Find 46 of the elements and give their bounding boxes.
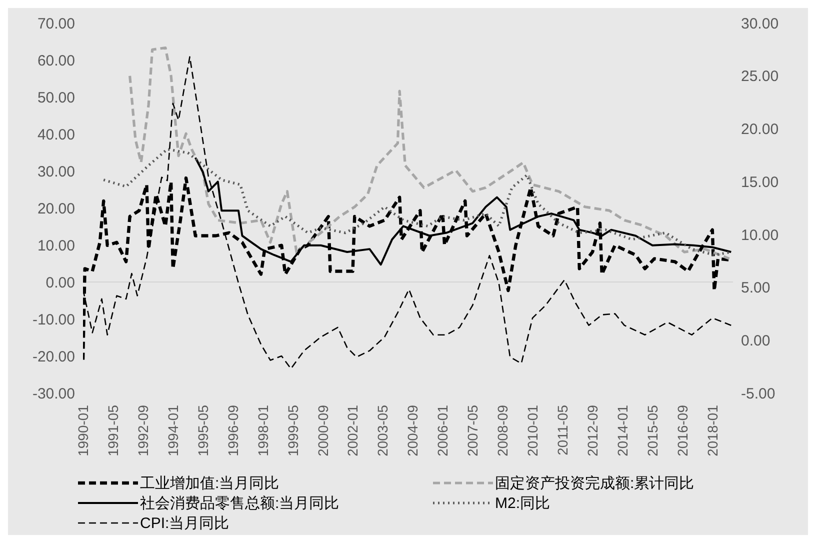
- legend-label: M2:同比: [495, 494, 550, 512]
- y2-tick-label: 0.00: [741, 332, 770, 350]
- x-tick-label: 2018-01: [704, 404, 720, 456]
- x-tick-label: 2007-05: [464, 404, 481, 456]
- y-tick-label: 30.00: [37, 163, 75, 180]
- x-tick-label: 1995-05: [194, 404, 211, 456]
- y-tick-label: 10.00: [37, 237, 75, 254]
- x-tick-label: 2006-01: [434, 404, 451, 456]
- x-tick-label: 1999-05: [284, 404, 301, 456]
- x-tick-label: 2012-09: [584, 404, 601, 456]
- x-tick-label: 1990-01: [75, 404, 91, 456]
- x-tick-label: 1996-09: [224, 404, 241, 456]
- y2-tick-label: 15.00: [741, 174, 779, 191]
- y-tick-label: -10.00: [32, 311, 75, 328]
- y-tick-label: -30.00: [32, 385, 75, 402]
- x-tick-label: 2003-05: [374, 404, 391, 456]
- y-tick-label: 0.00: [46, 274, 75, 292]
- y-tick-label: 70.00: [37, 15, 75, 32]
- x-tick-label: 2014-01: [614, 404, 630, 456]
- y2-tick-label: -5.00: [741, 385, 776, 402]
- x-tick-label: 1998-01: [254, 404, 271, 456]
- x-tick-label: 2000-09: [314, 404, 331, 456]
- y2-tick-label: 30.00: [741, 15, 779, 32]
- x-tick-label: 2011-05: [554, 404, 571, 456]
- legend-label: CPI:当月同比: [140, 514, 230, 532]
- y-tick-label: 60.00: [37, 52, 75, 70]
- legend-label: 工业增加值:当月同比: [140, 474, 280, 492]
- x-tick-label: 1994-01: [164, 404, 181, 456]
- x-tick-label: 1992-09: [134, 404, 151, 456]
- y2-tick-label: 20.00: [741, 121, 779, 138]
- x-tick-label: 2016-09: [674, 404, 690, 456]
- legend-label: 固定资产投资完成额:累计同比: [495, 474, 694, 492]
- x-tick-label: 2002-01: [344, 404, 361, 456]
- y2-tick-label: 10.00: [741, 226, 779, 244]
- y-tick-label: 40.00: [37, 126, 75, 144]
- x-tick-label: 2015-05: [644, 404, 660, 456]
- x-tick-label: 1991-05: [104, 404, 121, 456]
- x-tick-label: 2004-09: [404, 404, 421, 456]
- y2-tick-label: 25.00: [741, 68, 779, 86]
- y-tick-label: -20.00: [32, 348, 75, 366]
- y-tick-label: 20.00: [37, 200, 75, 218]
- x-tick-label: 2010-01: [524, 404, 541, 456]
- x-tick-label: 2008-09: [494, 404, 511, 456]
- y2-tick-label: 5.00: [741, 280, 770, 297]
- y-tick-label: 50.00: [37, 89, 75, 106]
- legend-label: 社会消费品零售总额:当月同比: [140, 494, 340, 512]
